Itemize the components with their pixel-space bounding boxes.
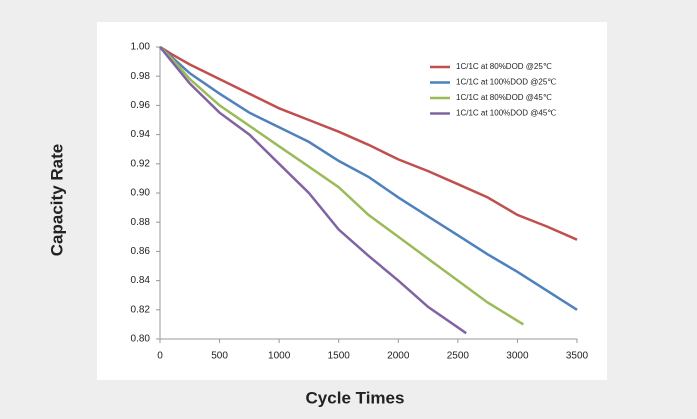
legend-label: 1C/1C at 80%DOD @45℃ — [456, 93, 552, 102]
y-tick-label: 0.96 — [131, 100, 151, 111]
series-line — [159, 46, 578, 311]
x-tick-label: 500 — [211, 351, 228, 362]
x-tick-label: 0 — [157, 351, 163, 362]
y-tick-label: 0.88 — [131, 217, 151, 228]
y-tick-label: 1.00 — [131, 42, 151, 53]
y-tick-label: 0.94 — [131, 129, 151, 140]
x-axis-title: Cycle Times — [306, 388, 405, 407]
y-tick-label: 0.84 — [131, 275, 151, 286]
legend-label: 1C/1C at 100%DOD @45℃ — [456, 109, 556, 118]
series-line — [159, 46, 525, 326]
series-line — [159, 45, 578, 241]
y-axis-title: Capacity Rate — [47, 144, 66, 256]
x-tick-label: 3000 — [506, 351, 529, 362]
x-tick-label: 3500 — [566, 351, 589, 362]
legend-label: 1C/1C at 100%DOD @25℃ — [456, 78, 556, 87]
series-line — [159, 46, 467, 335]
x-tick-label: 2500 — [447, 351, 470, 362]
x-tick-label: 1000 — [268, 351, 291, 362]
y-tick-label: 0.92 — [131, 158, 151, 169]
y-tick-label: 0.90 — [131, 188, 151, 199]
y-tick-label: 0.86 — [131, 246, 151, 257]
y-tick-label: 0.82 — [131, 304, 151, 315]
x-tick-label: 2000 — [387, 351, 410, 362]
y-tick-label: 0.98 — [131, 71, 151, 82]
legend-label: 1C/1C at 80%DOD @25℃ — [456, 62, 552, 71]
y-tick-label: 0.80 — [131, 334, 151, 345]
x-tick-label: 1500 — [328, 351, 351, 362]
